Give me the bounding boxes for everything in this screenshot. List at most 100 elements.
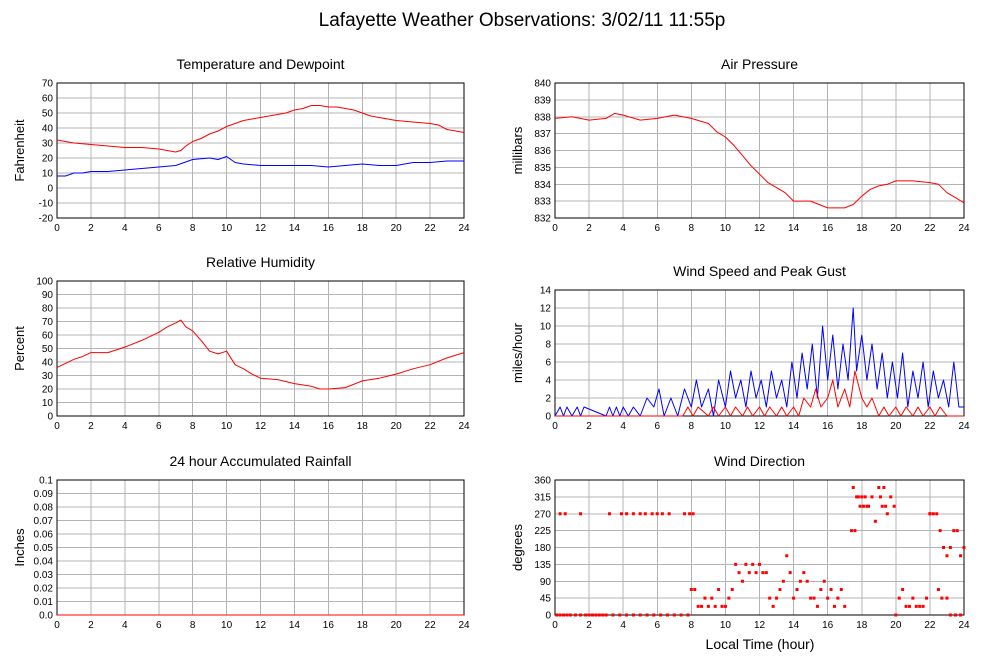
wind-direction-point	[945, 596, 949, 600]
y-tick-label: 10	[540, 322, 552, 333]
series-line-1	[57, 156, 464, 177]
wind-direction-point	[660, 512, 664, 516]
y-tick-label: 20	[42, 154, 54, 165]
wind-direction-point	[860, 495, 864, 499]
wind-direction-point	[631, 613, 635, 617]
plot-frame	[554, 289, 965, 417]
chart-title: Wind Direction	[714, 453, 805, 469]
wind-direction-point	[737, 571, 741, 575]
series-line-1	[555, 370, 964, 417]
x-tick-label: 0	[54, 620, 60, 631]
wind-direction-point	[953, 613, 957, 617]
x-tick-label: 14	[788, 421, 800, 432]
wind-direction-point	[836, 596, 840, 600]
wind-direction-point	[562, 613, 566, 617]
wind-direction-point	[904, 604, 908, 608]
wind-direction-point	[650, 512, 654, 516]
y-tick-label: 90	[540, 577, 552, 588]
x-tick-label: 2	[586, 620, 592, 631]
wind-direction-point	[686, 613, 690, 617]
x-tick-label: 6	[156, 620, 162, 631]
x-tick-label: 2	[88, 421, 94, 432]
wind-direction-point	[568, 613, 572, 617]
x-tick-label: 20	[890, 421, 902, 432]
x-tick-label: 14	[289, 620, 301, 631]
x-tick-label: 2	[586, 421, 592, 432]
wind-direction-point	[894, 613, 898, 617]
y-tick-label: 30	[42, 371, 54, 382]
wind-direction-point	[892, 504, 896, 508]
wind-direction-point	[720, 604, 724, 608]
y-tick-label: 50	[42, 109, 54, 120]
wind-direction-point	[703, 596, 707, 600]
y-axis-label: Fahrenheit	[12, 119, 27, 182]
y-tick-label: 0.06	[34, 530, 54, 541]
x-tick-label: 10	[221, 223, 233, 234]
wind-direction-point	[802, 571, 806, 575]
wind-direction-point	[667, 512, 671, 516]
series-line-0	[56, 105, 465, 153]
wind-direction-point	[936, 588, 940, 591]
wind-direction-point	[768, 596, 772, 600]
x-tick-label: 24	[458, 421, 470, 432]
x-tick-label: 10	[221, 620, 233, 631]
x-tick-label: 22	[924, 620, 936, 631]
wind-direction-point	[897, 596, 901, 600]
y-tick-label: 0.0	[39, 611, 53, 622]
y-tick-label: 60	[42, 94, 54, 105]
wind-direction-point	[851, 486, 855, 489]
wind-direction-point	[829, 588, 833, 591]
wind-direction-point	[931, 512, 935, 516]
x-tick-label: 18	[357, 223, 369, 234]
wind-direction-point	[832, 604, 836, 608]
x-tick-label: 0	[552, 620, 558, 631]
wind-direction-point	[672, 613, 676, 617]
figure-title: Lafayette Weather Observations: 3/02/11 …	[319, 10, 726, 31]
x-tick-label: 18	[357, 620, 369, 631]
x-tick-label: 16	[822, 620, 834, 631]
wind-direction-point	[935, 512, 939, 516]
series-line-0	[56, 319, 465, 390]
x-tick-label: 0	[54, 223, 60, 234]
x-tick-label: 18	[357, 421, 369, 432]
x-tick-label: 24	[458, 620, 470, 631]
series-line-0	[554, 307, 964, 417]
x-tick-label: 24	[958, 223, 970, 234]
wind-direction-point	[579, 613, 583, 617]
y-tick-label: 40	[42, 124, 54, 135]
wind-direction-point	[798, 579, 802, 583]
y-tick-label: 832	[534, 214, 551, 225]
y-tick-label: 0.03	[34, 570, 54, 581]
x-tick-label: 16	[323, 620, 335, 631]
wind-direction-point	[689, 588, 693, 591]
wind-direction-point	[867, 504, 871, 508]
x-tick-label: 18	[856, 421, 868, 432]
wind-direction-point	[771, 604, 775, 608]
y-tick-label: 837	[534, 129, 551, 140]
wind-direction-point	[693, 588, 697, 591]
wind-direction-point	[812, 596, 816, 600]
x-tick-label: 14	[788, 223, 800, 234]
wind-direction-point	[730, 588, 734, 591]
wind-direction-point	[579, 512, 583, 516]
wind-direction-point	[611, 613, 615, 617]
wind-direction-point	[955, 529, 959, 533]
x-tick-label: 10	[720, 620, 732, 631]
y-tick-label: 14	[540, 286, 552, 297]
wind-direction-point	[713, 604, 717, 608]
y-tick-label: 360	[534, 476, 551, 487]
x-tick-label: 12	[754, 223, 766, 234]
wind-direction-point	[619, 512, 623, 516]
x-tick-label: 20	[890, 620, 902, 631]
y-tick-label: 0.07	[34, 516, 54, 527]
y-axis-label: degrees	[510, 524, 525, 571]
wind-direction-point	[761, 571, 765, 575]
x-tick-label: 22	[425, 421, 437, 432]
y-tick-label: 0.04	[34, 557, 54, 568]
y-tick-label: 80	[42, 304, 54, 315]
